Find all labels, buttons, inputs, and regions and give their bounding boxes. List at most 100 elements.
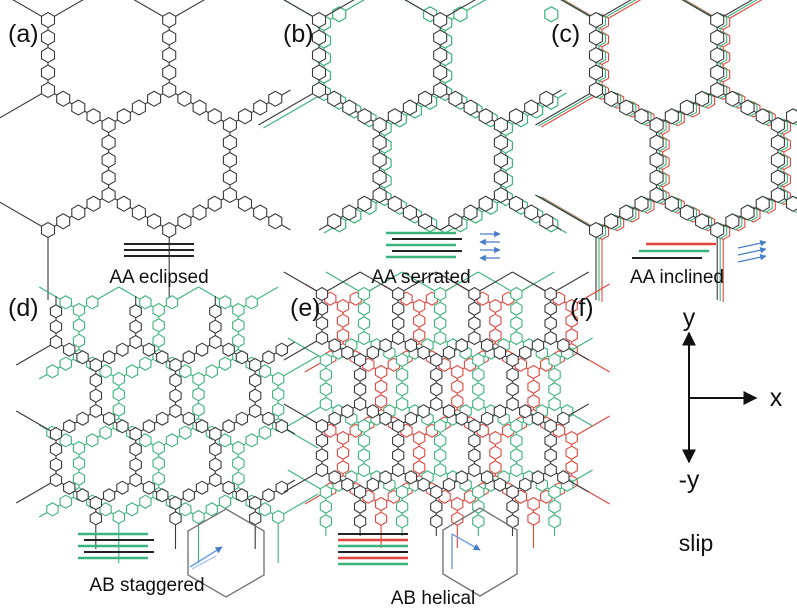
hexagon-ring <box>433 81 448 99</box>
linker-bond <box>681 0 718 21</box>
hexagon-ring <box>395 382 409 397</box>
hexagon-ring <box>72 333 86 348</box>
hexagon-ring <box>357 433 371 448</box>
hexagon-ring <box>336 313 350 328</box>
hexagon-ring <box>162 46 177 64</box>
axis-label-neg-y: -y <box>679 466 700 494</box>
stack-legend-a <box>124 243 194 257</box>
hexagon-ring <box>162 11 177 29</box>
linker-bond <box>287 337 327 361</box>
hexagon-ring <box>413 313 426 328</box>
linker-bond <box>601 0 642 23</box>
linker-bond <box>15 479 57 504</box>
hexagon-ring <box>557 470 570 485</box>
hexagon-ring <box>565 298 578 314</box>
linker-bond <box>55 341 97 366</box>
hexagon-ring <box>195 480 209 495</box>
hexagon-ring <box>548 396 561 412</box>
hexagon-ring <box>209 457 222 472</box>
linker-bond <box>55 410 97 435</box>
hexagon-ring <box>327 90 342 107</box>
hexagon-ring <box>664 108 679 125</box>
hexagon-ring <box>588 11 604 29</box>
hexagon-ring <box>336 328 350 343</box>
hexagon-ring <box>72 471 86 486</box>
hexagon-ring <box>544 330 557 346</box>
hexagon-ring <box>311 29 327 46</box>
hexagon-ring <box>40 46 56 64</box>
linker-bond <box>321 337 361 361</box>
hexagon-ring <box>258 425 272 440</box>
hexagon-ring <box>232 318 245 333</box>
panel-letter-e: (e) <box>290 294 321 322</box>
hexagon-ring <box>493 169 508 186</box>
hexagon-ring <box>417 404 430 419</box>
hexagon-ring <box>182 488 195 503</box>
hexagon-ring <box>319 484 333 500</box>
hexagon-ring <box>156 488 169 503</box>
hexagon-ring <box>49 426 63 442</box>
lattice-ab-helical <box>283 271 610 548</box>
linker-bond <box>198 286 239 311</box>
hexagon-ring <box>357 195 372 212</box>
hexagon-ring <box>235 488 249 503</box>
hexagon-ring <box>275 419 288 434</box>
hexagon-ring <box>418 213 433 230</box>
hexagon-ring <box>430 396 443 412</box>
hexagon-ring <box>468 433 481 448</box>
linker-bond <box>175 410 216 435</box>
linker-bond <box>168 0 205 21</box>
hexagon-ring <box>506 367 519 382</box>
hexagon-ring <box>679 204 694 221</box>
linker-bond <box>541 91 603 128</box>
hexagon-ring <box>649 134 664 151</box>
hexagon-ring <box>442 404 456 419</box>
hexagon-ring <box>131 99 146 116</box>
linker-bond <box>598 0 637 22</box>
hexagon-ring <box>152 456 165 471</box>
hexagon-ring <box>395 514 409 529</box>
linker-bond <box>397 337 437 361</box>
hexagon-ring <box>395 499 409 514</box>
hexagon-ring <box>649 116 664 134</box>
linker-bond <box>283 271 323 295</box>
linker-bond <box>512 271 551 295</box>
hexagon-ring <box>404 411 418 426</box>
hexagon-ring <box>695 213 710 230</box>
hexagon-ring <box>353 484 367 500</box>
linker-bond <box>318 0 355 21</box>
hexagon-ring <box>785 195 797 212</box>
hexagon-ring <box>392 301 405 316</box>
hexagon-ring <box>101 116 116 134</box>
hexagon-ring <box>604 213 619 230</box>
hexagon-ring <box>89 495 103 511</box>
hexagon-ring <box>634 195 649 212</box>
caption-aa-serrated: AA serrated <box>371 267 470 288</box>
linker-bond <box>397 271 437 295</box>
linker-bond <box>135 479 176 504</box>
hexagon-ring <box>548 352 561 368</box>
hexagon-ring <box>56 90 71 107</box>
hexagon-ring <box>142 342 156 357</box>
hexagon-ring <box>710 81 725 99</box>
hexagon-ring <box>222 342 235 357</box>
hexagon-ring <box>357 448 371 463</box>
hexagon-ring <box>413 460 426 475</box>
hexagon-ring <box>319 367 333 382</box>
hexagon-ring <box>182 411 195 426</box>
linker-bond <box>254 410 296 435</box>
linker-bond <box>554 337 593 361</box>
hexagon-ring <box>506 499 519 514</box>
hexagon-ring <box>366 404 379 419</box>
hexagon-ring <box>116 108 131 125</box>
hexagon-ring <box>489 430 502 446</box>
lattice-ab-staggered <box>15 286 319 563</box>
hexagon-ring <box>152 333 165 348</box>
hexagon-ring <box>493 186 508 204</box>
hexagon-ring <box>710 29 725 46</box>
linker-bond <box>436 403 475 427</box>
hexagon-ring <box>249 373 262 388</box>
linker-bond <box>118 355 159 380</box>
hexagon-ring <box>679 99 694 116</box>
hexagon-ring <box>527 511 540 526</box>
